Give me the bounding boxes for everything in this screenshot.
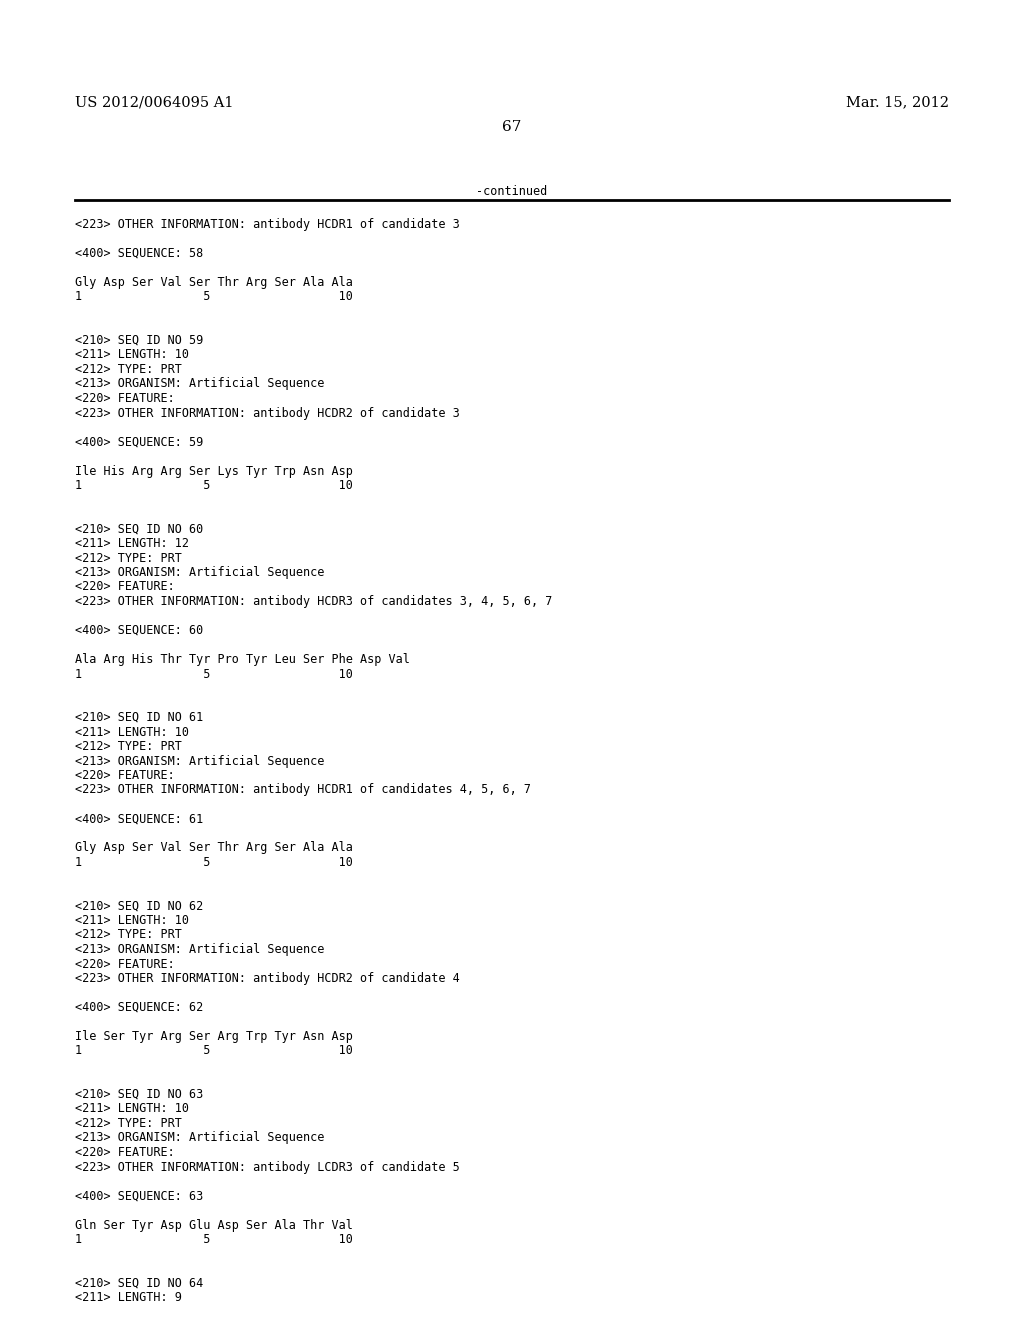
- Text: <213> ORGANISM: Artificial Sequence: <213> ORGANISM: Artificial Sequence: [75, 1131, 325, 1144]
- Text: <213> ORGANISM: Artificial Sequence: <213> ORGANISM: Artificial Sequence: [75, 378, 325, 391]
- Text: <400> SEQUENCE: 63: <400> SEQUENCE: 63: [75, 1189, 203, 1203]
- Text: <211> LENGTH: 10: <211> LENGTH: 10: [75, 1102, 189, 1115]
- Text: <210> SEQ ID NO 62: <210> SEQ ID NO 62: [75, 899, 203, 912]
- Text: <210> SEQ ID NO 63: <210> SEQ ID NO 63: [75, 1088, 203, 1101]
- Text: <400> SEQUENCE: 59: <400> SEQUENCE: 59: [75, 436, 203, 449]
- Text: 1                 5                  10: 1 5 10: [75, 290, 353, 304]
- Text: Mar. 15, 2012: Mar. 15, 2012: [846, 95, 949, 110]
- Text: <211> LENGTH: 10: <211> LENGTH: 10: [75, 913, 189, 927]
- Text: <212> TYPE: PRT: <212> TYPE: PRT: [75, 741, 182, 752]
- Text: <223> OTHER INFORMATION: antibody HCDR2 of candidate 4: <223> OTHER INFORMATION: antibody HCDR2 …: [75, 972, 460, 985]
- Text: Ile Ser Tyr Arg Ser Arg Trp Tyr Asn Asp: Ile Ser Tyr Arg Ser Arg Trp Tyr Asn Asp: [75, 1030, 353, 1043]
- Text: <400> SEQUENCE: 62: <400> SEQUENCE: 62: [75, 1001, 203, 1014]
- Text: <212> TYPE: PRT: <212> TYPE: PRT: [75, 928, 182, 941]
- Text: <223> OTHER INFORMATION: antibody LCDR3 of candidate 5: <223> OTHER INFORMATION: antibody LCDR3 …: [75, 1160, 460, 1173]
- Text: 67: 67: [503, 120, 521, 135]
- Text: <220> FEATURE:: <220> FEATURE:: [75, 770, 175, 781]
- Text: Ala Arg His Thr Tyr Pro Tyr Leu Ser Phe Asp Val: Ala Arg His Thr Tyr Pro Tyr Leu Ser Phe …: [75, 653, 410, 667]
- Text: -continued: -continued: [476, 185, 548, 198]
- Text: <213> ORGANISM: Artificial Sequence: <213> ORGANISM: Artificial Sequence: [75, 566, 325, 579]
- Text: <210> SEQ ID NO 61: <210> SEQ ID NO 61: [75, 711, 203, 723]
- Text: <220> FEATURE:: <220> FEATURE:: [75, 1146, 175, 1159]
- Text: <212> TYPE: PRT: <212> TYPE: PRT: [75, 1117, 182, 1130]
- Text: <223> OTHER INFORMATION: antibody HCDR2 of candidate 3: <223> OTHER INFORMATION: antibody HCDR2 …: [75, 407, 460, 420]
- Text: <213> ORGANISM: Artificial Sequence: <213> ORGANISM: Artificial Sequence: [75, 942, 325, 956]
- Text: <212> TYPE: PRT: <212> TYPE: PRT: [75, 552, 182, 565]
- Text: <223> OTHER INFORMATION: antibody HCDR3 of candidates 3, 4, 5, 6, 7: <223> OTHER INFORMATION: antibody HCDR3 …: [75, 595, 552, 609]
- Text: 1                 5                  10: 1 5 10: [75, 668, 353, 681]
- Text: Gly Asp Ser Val Ser Thr Arg Ser Ala Ala: Gly Asp Ser Val Ser Thr Arg Ser Ala Ala: [75, 842, 353, 854]
- Text: <220> FEATURE:: <220> FEATURE:: [75, 581, 175, 594]
- Text: <210> SEQ ID NO 64: <210> SEQ ID NO 64: [75, 1276, 203, 1290]
- Text: <211> LENGTH: 10: <211> LENGTH: 10: [75, 726, 189, 738]
- Text: <210> SEQ ID NO 59: <210> SEQ ID NO 59: [75, 334, 203, 347]
- Text: <220> FEATURE:: <220> FEATURE:: [75, 957, 175, 970]
- Text: <223> OTHER INFORMATION: antibody HCDR1 of candidate 3: <223> OTHER INFORMATION: antibody HCDR1 …: [75, 218, 460, 231]
- Text: US 2012/0064095 A1: US 2012/0064095 A1: [75, 95, 233, 110]
- Text: 1                 5                  10: 1 5 10: [75, 1044, 353, 1057]
- Text: <400> SEQUENCE: 61: <400> SEQUENCE: 61: [75, 813, 203, 825]
- Text: <210> SEQ ID NO 60: <210> SEQ ID NO 60: [75, 523, 203, 536]
- Text: <223> OTHER INFORMATION: antibody HCDR1 of candidates 4, 5, 6, 7: <223> OTHER INFORMATION: antibody HCDR1 …: [75, 784, 531, 796]
- Text: <211> LENGTH: 9: <211> LENGTH: 9: [75, 1291, 182, 1304]
- Text: 1                 5                  10: 1 5 10: [75, 1233, 353, 1246]
- Text: 1                 5                  10: 1 5 10: [75, 855, 353, 869]
- Text: <212> TYPE: PRT: <212> TYPE: PRT: [75, 363, 182, 376]
- Text: <400> SEQUENCE: 60: <400> SEQUENCE: 60: [75, 624, 203, 638]
- Text: <220> FEATURE:: <220> FEATURE:: [75, 392, 175, 405]
- Text: <211> LENGTH: 10: <211> LENGTH: 10: [75, 348, 189, 362]
- Text: <211> LENGTH: 12: <211> LENGTH: 12: [75, 537, 189, 550]
- Text: Gly Asp Ser Val Ser Thr Arg Ser Ala Ala: Gly Asp Ser Val Ser Thr Arg Ser Ala Ala: [75, 276, 353, 289]
- Text: <213> ORGANISM: Artificial Sequence: <213> ORGANISM: Artificial Sequence: [75, 755, 325, 767]
- Text: <400> SEQUENCE: 58: <400> SEQUENCE: 58: [75, 247, 203, 260]
- Text: Gln Ser Tyr Asp Glu Asp Ser Ala Thr Val: Gln Ser Tyr Asp Glu Asp Ser Ala Thr Val: [75, 1218, 353, 1232]
- Text: Ile His Arg Arg Ser Lys Tyr Trp Asn Asp: Ile His Arg Arg Ser Lys Tyr Trp Asn Asp: [75, 465, 353, 478]
- Text: 1                 5                  10: 1 5 10: [75, 479, 353, 492]
